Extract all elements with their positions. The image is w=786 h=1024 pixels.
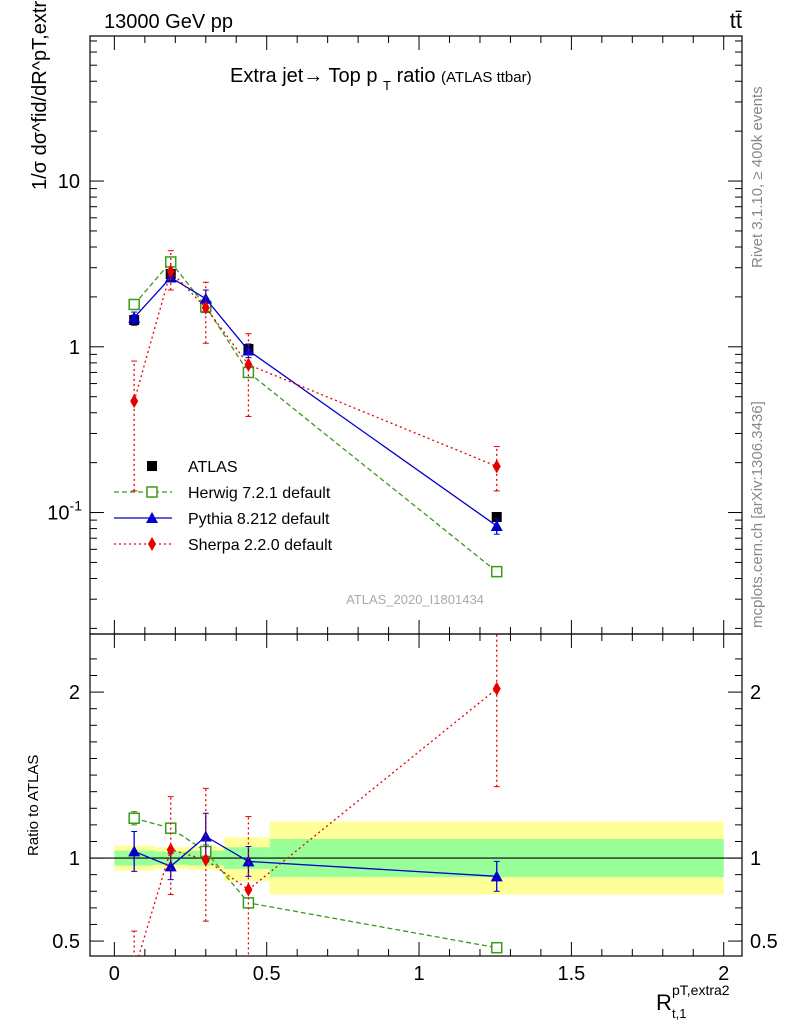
svg-text:pT,extra2: pT,extra2: [672, 982, 730, 998]
x-tick-label: 2: [718, 963, 729, 985]
data-point: [128, 311, 141, 323]
data-point: [490, 565, 503, 578]
data-point: [130, 394, 139, 409]
y-tick-label: 2: [69, 682, 80, 704]
title-sub: T: [383, 78, 391, 93]
data-point: [492, 459, 501, 474]
svg-text:t,1: t,1: [672, 1006, 686, 1021]
x-tick-label: 1.5: [557, 963, 585, 985]
series-sherpa: [130, 250, 501, 492]
lower-ylabel: Ratio to ATLAS: [25, 755, 42, 856]
data-point: [128, 845, 141, 857]
data-point: [166, 842, 175, 857]
data-point: [128, 812, 140, 824]
title-rest: ratio: [397, 65, 436, 87]
ratio-plot-area: [90, 821, 742, 895]
legend-label: Pythia 8.212 default: [188, 511, 330, 528]
x-tick-label: 0.5: [253, 963, 281, 985]
chart-title: Extra jet→ Top p T ratio (ATLAS ttbar): [230, 65, 532, 95]
series-sherpa: [130, 634, 501, 978]
y-tick-label: 10-1: [47, 498, 82, 525]
mcplots-label: mcplots.cern.ch [arXiv:1306.3436]: [749, 401, 766, 628]
svg-text:1/σ dσ^fid/dR^pT,extra2_t,1: 1/σ dσ^fid/dR^pT,extra2_t,1: [29, 0, 51, 190]
series-line: [134, 817, 497, 949]
y-tick-label: 0.5: [52, 931, 80, 953]
legend-label: Herwig 7.2.1 default: [188, 485, 331, 502]
upper-ylabel: 1/σ dσ^fid/dR^pT,extra2_t,1: [29, 0, 51, 190]
data-point: [244, 882, 253, 897]
series-line: [138, 688, 498, 956]
y-tick-label: 1: [69, 337, 80, 359]
data-point: [242, 855, 255, 867]
legend: ATLAS Herwig 7.2.1 default Pythia 8.212 de…: [114, 459, 333, 554]
legend-marker: [147, 461, 157, 471]
y-tick-label: 1: [69, 848, 80, 870]
y-tick-label: 10: [58, 171, 80, 193]
y-tick-label-right: 0.5: [750, 931, 778, 953]
header-left: 13000 GeV pp: [104, 11, 233, 33]
x-tick-label: 0: [109, 963, 120, 985]
data-point: [490, 519, 503, 531]
data-point: [491, 511, 502, 522]
series-herwig: [128, 256, 503, 578]
x-axis-label: R pT,extra2 t,1: [656, 982, 730, 1021]
data-point: [492, 681, 501, 696]
data-point: [164, 860, 177, 872]
data-point: [201, 852, 210, 867]
data-point: [490, 870, 503, 882]
legend-label: ATLAS: [188, 459, 238, 476]
x-tick-label: 1: [413, 963, 424, 985]
y-tick-label-right: 1: [750, 848, 761, 870]
legend-label: Sherpa 2.2.0 default: [188, 537, 333, 554]
lower-panel: 0 0.5 1 1.5 2 0.5 0.5 1 1 2 2: [52, 36, 778, 985]
header-right: tt̄: [730, 8, 742, 33]
series-line: [133, 270, 497, 467]
data-point: [201, 300, 210, 315]
data-point: [244, 357, 253, 372]
title-note: (ATLAS ttbar): [441, 69, 532, 86]
lower-frame: [89, 633, 743, 957]
series-pythia: [128, 812, 503, 892]
legend-marker: [146, 486, 158, 498]
svg-text:R: R: [656, 990, 672, 1015]
legend-marker: [146, 512, 158, 523]
data-point: [166, 264, 175, 279]
data-point: [128, 298, 140, 311]
watermark: ATLAS_2020_I1801434: [346, 592, 484, 607]
data-point: [490, 941, 503, 954]
data-point: [130, 964, 138, 978]
title-main: Extra jet→ Top p: [230, 65, 377, 87]
y-tick-label-right: 2: [750, 682, 761, 704]
rivet-label: Rivet 3.1.10, ≥ 400k events: [749, 86, 766, 268]
legend-marker: [148, 537, 156, 551]
